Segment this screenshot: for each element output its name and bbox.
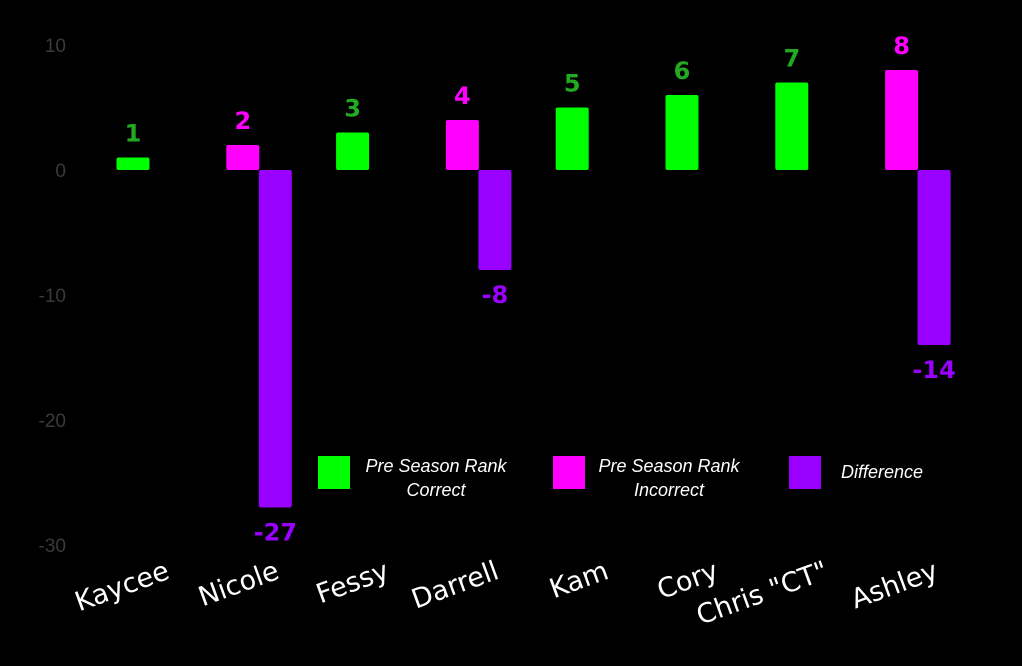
data-labels: 1 3 5 6 7 2 4 8 -27 -8 -14	[125, 32, 956, 547]
legend-swatch	[318, 456, 350, 489]
bar	[885, 70, 919, 170]
data-label: -8	[482, 281, 509, 309]
data-label: 1	[125, 120, 142, 148]
data-label: -14	[912, 356, 955, 384]
legend-label: Difference	[841, 462, 923, 482]
data-label: 7	[783, 45, 800, 73]
legend-label: Incorrect	[634, 480, 705, 500]
legend-item: Pre Season Rank Incorrect	[553, 456, 741, 500]
bar	[445, 120, 479, 170]
y-tick-label: 10	[45, 36, 66, 57]
y-tick-label: -30	[39, 536, 66, 557]
bar	[258, 170, 292, 508]
y-tick-label: -10	[39, 286, 66, 307]
legend-swatch	[553, 456, 585, 489]
legend-label: Pre Season Rank	[598, 456, 740, 476]
legend-label: Pre Season Rank	[365, 456, 507, 476]
y-tick-label: -20	[39, 411, 66, 432]
legend-swatch	[789, 456, 821, 489]
y-axis: 10 0 -10 -20 -30	[39, 36, 66, 557]
bar	[226, 145, 260, 170]
legend: Pre Season Rank Correct Pre Season Rank Inc…	[318, 456, 923, 500]
legend-item: Pre Season Rank Correct	[318, 456, 508, 500]
data-label: 8	[893, 32, 910, 60]
legend-label: Correct	[406, 480, 466, 500]
bar	[116, 157, 150, 170]
bar	[917, 170, 951, 345]
bar	[336, 132, 370, 170]
bar	[555, 107, 589, 170]
data-label: 6	[674, 57, 691, 85]
bars	[116, 70, 951, 508]
bar	[478, 170, 512, 270]
data-label: -27	[254, 519, 297, 547]
legend-item: Difference	[789, 456, 923, 489]
data-label: 4	[454, 82, 471, 110]
data-label: 5	[564, 70, 581, 98]
bar	[665, 95, 699, 170]
data-label: 3	[344, 95, 361, 123]
bar	[775, 82, 809, 170]
data-label: 2	[234, 107, 251, 135]
y-tick-label: 0	[55, 161, 66, 182]
